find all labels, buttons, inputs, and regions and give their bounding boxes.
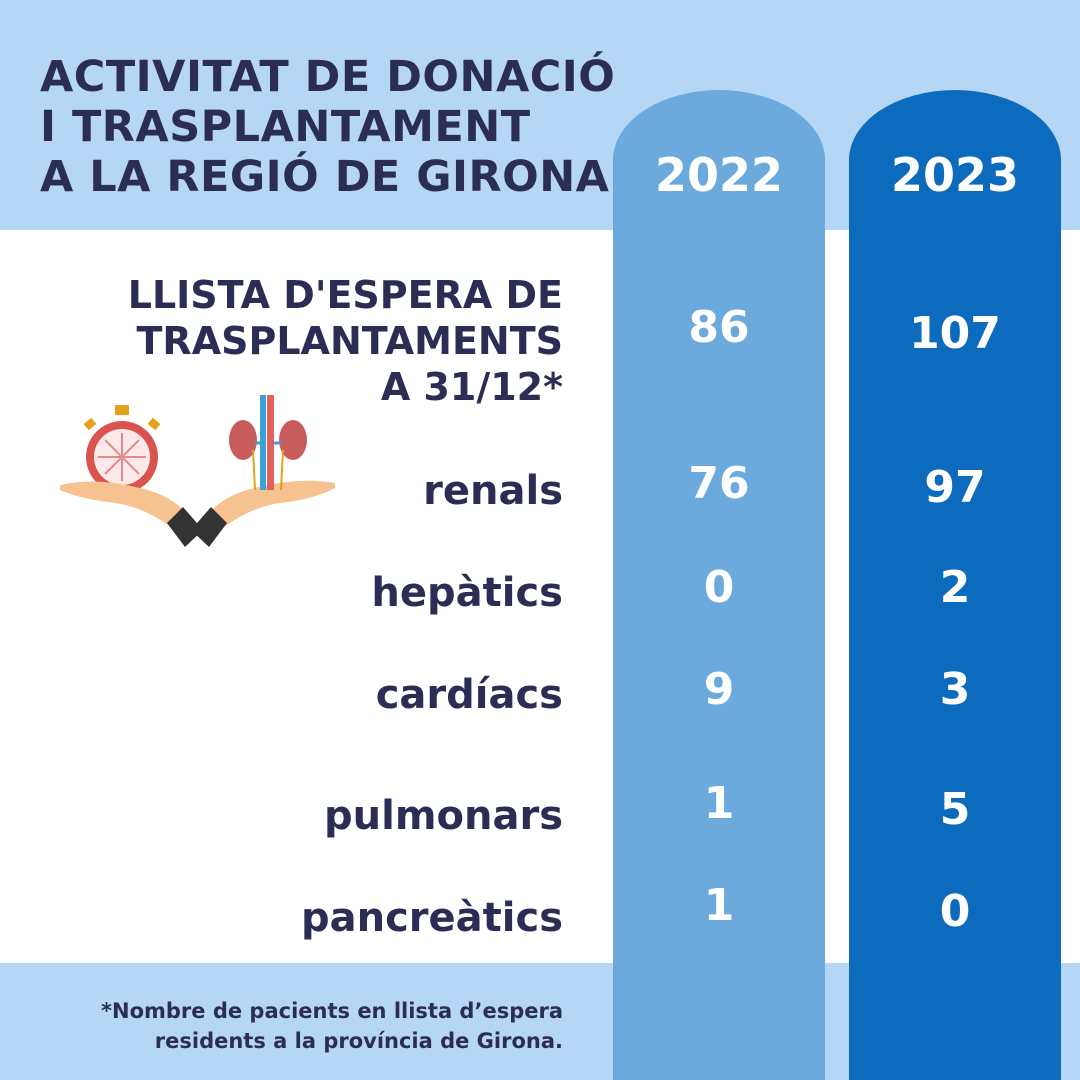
column-2023 <box>849 90 1061 1080</box>
total-2022: 86 <box>688 302 750 353</box>
row-label-pulmonars: pulmonars <box>324 793 563 839</box>
value-cardiacs-2022: 9 <box>703 664 735 715</box>
total-2023: 107 <box>909 308 1001 359</box>
year-2023: 2023 <box>890 148 1020 202</box>
value-cardiacs-2023: 3 <box>939 664 971 715</box>
footnote-line: residents a la província de Girona. <box>154 1029 563 1053</box>
row-label-hepatics: hepàtics <box>371 570 563 616</box>
value-hepatics-2022: 0 <box>703 562 735 613</box>
year-2022: 2022 <box>654 148 784 202</box>
value-renals-2022: 76 <box>688 458 750 509</box>
page-title: ACTIVITAT DE DONACIÓ I TRASPLANTAMENT A … <box>40 52 615 202</box>
value-pancreatics-2022: 1 <box>703 880 735 931</box>
section-heading: LLISTA D'ESPERA DE TRASPLANTAMENTS A 31/… <box>128 272 563 410</box>
title-line: I TRASPLANTAMENT <box>40 102 531 152</box>
row-label-pancreatics: pancreàtics <box>300 895 563 941</box>
footnote-line: *Nombre de pacients en llista d’espera <box>101 999 563 1023</box>
footnote: *Nombre de pacients en llista d’espera r… <box>101 996 563 1056</box>
value-pulmonars-2023: 5 <box>939 784 971 835</box>
value-pancreatics-2023: 0 <box>939 886 971 937</box>
heading-line: A 31/12* <box>380 365 563 409</box>
value-renals-2023: 97 <box>924 462 986 513</box>
title-line: ACTIVITAT DE DONACIÓ <box>40 52 616 102</box>
row-label-renals: renals <box>423 468 563 514</box>
row-label-cardiacs: cardíacs <box>375 672 563 718</box>
value-hepatics-2023: 2 <box>939 562 971 613</box>
heading-line: LLISTA D'ESPERA DE <box>127 273 563 317</box>
value-pulmonars-2022: 1 <box>703 778 735 829</box>
heading-line: TRASPLANTAMENTS <box>136 319 563 363</box>
title-line: A LA REGIÓ DE GIRONA <box>40 152 610 202</box>
hands-stopwatch-kidneys-icon <box>60 395 335 547</box>
column-2022 <box>613 90 825 1080</box>
